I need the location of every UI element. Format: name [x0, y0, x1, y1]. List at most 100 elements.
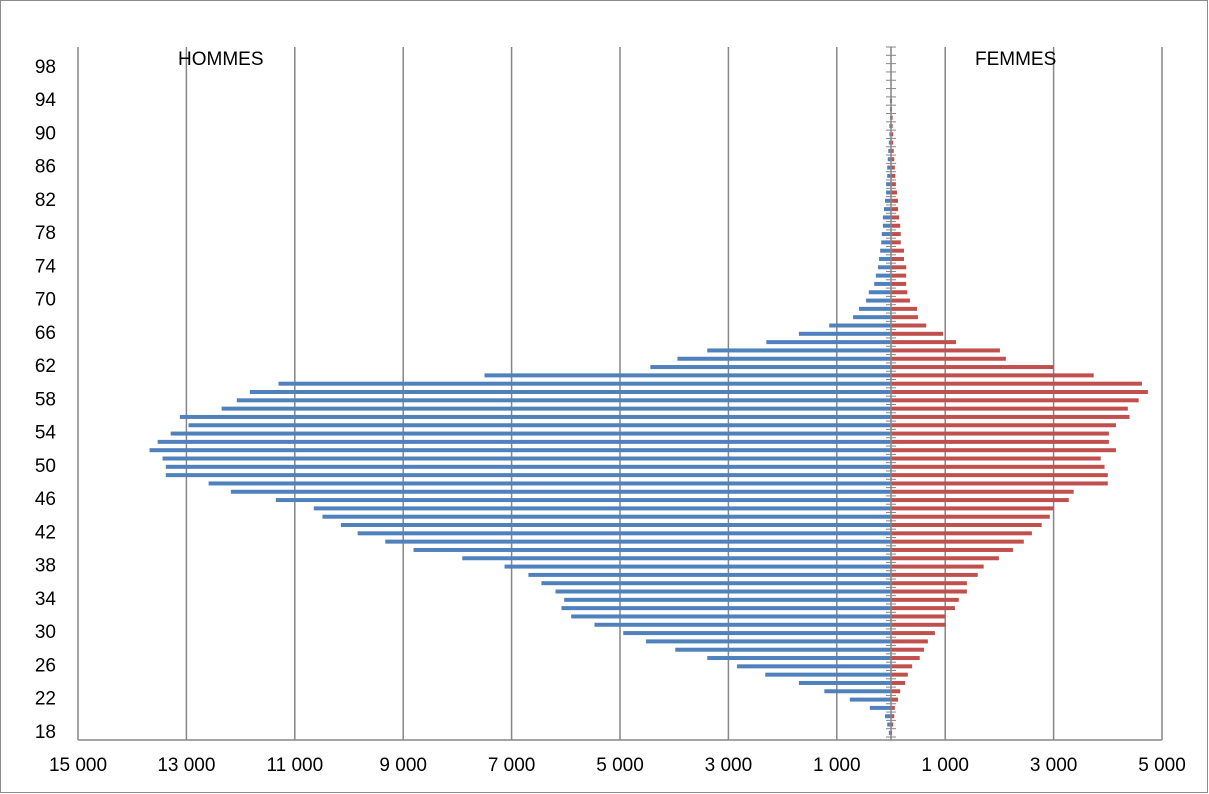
bar [891, 614, 946, 619]
bar [891, 182, 896, 187]
x-tick-label: 3 000 [705, 755, 753, 776]
y-tick-label: 30 [35, 622, 56, 643]
bar [737, 664, 891, 669]
bar [891, 232, 901, 237]
bar [249, 390, 892, 394]
bar [889, 132, 891, 137]
bar [162, 456, 891, 461]
bar [889, 123, 891, 128]
bar [357, 531, 891, 536]
bar [875, 273, 891, 278]
bar [221, 406, 891, 411]
y-tick-label: 70 [35, 290, 56, 311]
bar [866, 298, 891, 303]
bar [413, 547, 891, 552]
bar [891, 315, 919, 320]
bar [891, 348, 1000, 353]
bar [886, 190, 891, 195]
bar [179, 414, 891, 419]
bar [313, 506, 891, 511]
y-tick-label: 66 [35, 323, 56, 344]
bar [891, 306, 918, 311]
bar [891, 281, 907, 286]
bar [278, 381, 891, 386]
bar [891, 340, 957, 345]
bar [891, 448, 1116, 453]
x-tick-label: 13 000 [157, 755, 215, 776]
bar [891, 373, 1094, 378]
bar [891, 414, 1130, 419]
x-tick-label: 5 000 [596, 755, 644, 776]
x-tick-label: 5 000 [1138, 755, 1186, 776]
bar [385, 539, 891, 544]
bar [891, 439, 1109, 444]
x-tick-label: 1 000 [921, 755, 969, 776]
bar [891, 498, 1069, 503]
y-tick-label: 98 [35, 57, 56, 78]
bar [891, 589, 967, 594]
y-tick-label: 46 [35, 489, 56, 510]
bar [646, 639, 891, 644]
series-label: FEMMES [975, 49, 1056, 70]
bar [879, 256, 891, 261]
bar [891, 547, 1013, 552]
series-label: HOMMES [178, 49, 264, 70]
bar [891, 331, 944, 336]
bar [891, 581, 967, 586]
bar [891, 265, 907, 270]
bar [891, 556, 999, 561]
bar [462, 556, 891, 561]
bar [887, 157, 891, 162]
bar [891, 190, 897, 195]
bar [707, 656, 891, 661]
bar [886, 182, 891, 187]
bar [891, 689, 901, 694]
bar [891, 705, 895, 710]
bar [891, 115, 893, 120]
bar [798, 680, 891, 685]
bar [891, 489, 1074, 494]
bar [208, 481, 891, 486]
bar [824, 689, 891, 694]
bar [880, 248, 891, 253]
x-tick-label: 9 000 [379, 755, 427, 776]
bar [891, 473, 1108, 478]
bar [891, 290, 908, 295]
x-tick-label: 15 000 [49, 755, 107, 776]
y-tick-label: 26 [35, 655, 56, 676]
bar [888, 148, 891, 153]
bar [891, 223, 901, 228]
bar [887, 722, 891, 727]
bar [885, 714, 891, 719]
bar [766, 340, 891, 345]
bar [555, 589, 891, 594]
bar [275, 498, 892, 503]
bar [188, 423, 891, 428]
y-tick-label: 82 [35, 190, 56, 211]
bar [881, 232, 891, 237]
bar [891, 664, 913, 669]
bar [165, 473, 891, 478]
bar [891, 406, 1128, 411]
bar [891, 514, 1050, 519]
bar [765, 672, 891, 677]
bar [882, 215, 891, 220]
bar [891, 423, 1116, 428]
bar [891, 672, 908, 677]
y-tick-label: 94 [35, 90, 57, 111]
y-tick-label: 18 [35, 722, 56, 743]
bar [891, 198, 899, 203]
bar [891, 256, 905, 261]
bar [891, 298, 910, 303]
bar [340, 523, 891, 528]
y-tick-label: 74 [35, 256, 57, 277]
bar [571, 614, 891, 619]
bar [853, 315, 891, 320]
bar [882, 223, 891, 228]
bar [504, 564, 891, 569]
bar [891, 631, 935, 636]
bar [891, 248, 905, 253]
bar [564, 597, 891, 602]
bar [891, 323, 927, 328]
bar [881, 240, 891, 245]
